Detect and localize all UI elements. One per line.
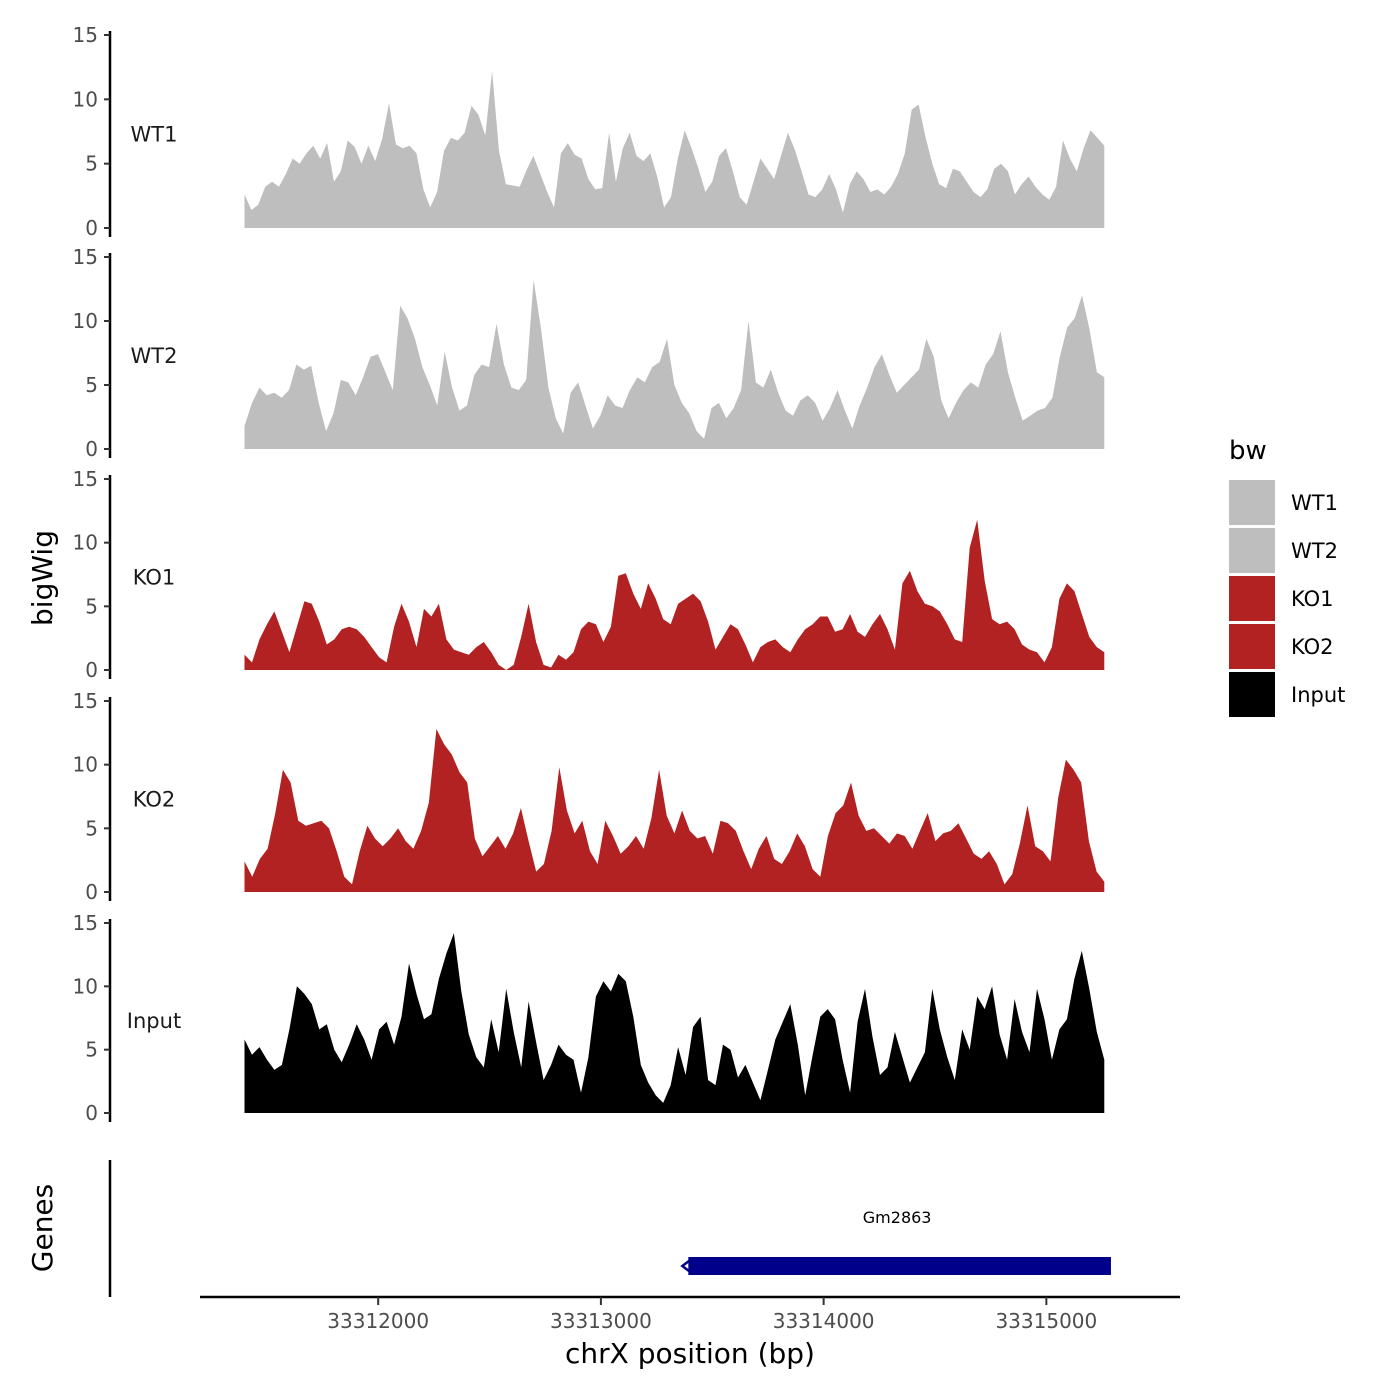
- y-tick-label: 15: [73, 689, 98, 713]
- track-ko1: 0 5 10 15 KO1: [73, 467, 1105, 682]
- area-wt2: [244, 280, 1105, 449]
- track-wt2: 0 5 10 15 WT2: [73, 245, 1105, 461]
- legend-label: WT2: [1291, 539, 1338, 563]
- area-ko1: [244, 519, 1105, 670]
- track-input: 0 5 10 15 Input: [73, 911, 1105, 1125]
- legend-title: bw: [1229, 436, 1267, 466]
- gene-body: [688, 1257, 1111, 1275]
- track-label: WT1: [131, 123, 178, 147]
- x-tick-label: 33313000: [550, 1309, 652, 1333]
- y-tick-label: 5: [85, 594, 98, 618]
- track-wt1: 0 5 10 15 WT1: [73, 23, 1105, 240]
- legend-label: KO2: [1291, 635, 1334, 659]
- gene-strand-arrow: [680, 1259, 692, 1273]
- area-wt1: [244, 71, 1105, 228]
- y-tick-label: 10: [73, 974, 98, 998]
- legend-swatch: [1229, 528, 1275, 573]
- y-tick-label: 0: [85, 216, 98, 240]
- legend-swatch: [1229, 624, 1275, 669]
- legend-swatch: [1229, 480, 1275, 525]
- legend-item-ko2: KO2: [1229, 624, 1334, 669]
- gene-track: Gm2863: [108, 1160, 1111, 1297]
- y-tick-label: 10: [73, 309, 98, 333]
- gene-label: Gm2863: [863, 1208, 932, 1227]
- area-ko2: [244, 729, 1105, 892]
- y-tick-label: 0: [85, 1101, 98, 1125]
- y-tick-label: 15: [73, 245, 98, 269]
- tracks-layer: 0 5 10 15 WT1 0 5 10 15 WT2 0 5 10 15 KO1 0 5 10 15 KO2 0 5 10…: [73, 23, 1105, 1125]
- y-axis-title-genes: Genes: [26, 1184, 59, 1272]
- y-tick-label: 0: [85, 658, 98, 682]
- x-axis-title: chrX position (bp): [565, 1337, 815, 1370]
- legend-item-ko1: KO1: [1229, 576, 1334, 621]
- y-tick-label: 10: [73, 531, 98, 555]
- legend-label: KO1: [1291, 587, 1334, 611]
- legend-swatch: [1229, 672, 1275, 717]
- y-tick-label: 10: [73, 753, 98, 777]
- y-tick-label: 15: [73, 911, 98, 935]
- legend-label: Input: [1291, 683, 1345, 707]
- track-label: Input: [127, 1009, 181, 1033]
- y-tick-label: 15: [73, 23, 98, 47]
- y-tick-label: 15: [73, 467, 98, 491]
- y-tick-label: 5: [85, 1038, 98, 1062]
- legend: bw WT1 WT2 KO1 KO2 Input: [1229, 436, 1345, 717]
- y-tick-label: 10: [73, 87, 98, 111]
- track-label: KO2: [133, 788, 176, 812]
- legend-item-wt2: WT2: [1229, 528, 1338, 573]
- y-axis-title-bigwig: bigWig: [26, 530, 59, 626]
- legend-label: WT1: [1291, 491, 1338, 515]
- track-label: WT2: [131, 344, 178, 368]
- x-axis: 33312000 33313000 33314000 33315000: [200, 1295, 1180, 1333]
- y-tick-label: 5: [85, 373, 98, 397]
- y-tick-label: 5: [85, 816, 98, 840]
- x-tick-label: 33312000: [327, 1309, 429, 1333]
- legend-swatch: [1229, 576, 1275, 621]
- area-input: [244, 933, 1105, 1113]
- legend-item-input: Input: [1229, 672, 1345, 717]
- y-tick-label: 5: [85, 152, 98, 176]
- legend-item-wt1: WT1: [1229, 480, 1338, 525]
- y-tick-label: 0: [85, 880, 98, 904]
- x-tick-label: 33315000: [995, 1309, 1097, 1333]
- x-tick-label: 33314000: [773, 1309, 875, 1333]
- track-label: KO1: [133, 566, 176, 590]
- track-ko2: 0 5 10 15 KO2: [73, 689, 1105, 904]
- y-tick-label: 0: [85, 437, 98, 461]
